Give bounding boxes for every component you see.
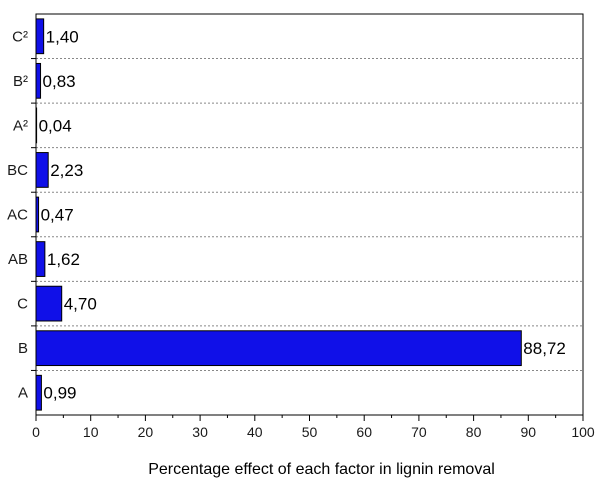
- bar: [35, 241, 46, 277]
- plot-frame: [35, 13, 584, 416]
- value-label: 0,04: [39, 116, 72, 135]
- category-labels: C² B² A² BC AC AB C B A: [7, 28, 28, 401]
- value-label: 88,72: [523, 339, 566, 358]
- category-label: A: [18, 385, 28, 402]
- category-label: C²: [12, 28, 28, 45]
- x-tick-label: 70: [411, 424, 427, 440]
- value-label: 1,62: [47, 250, 80, 269]
- value-labels: 1,40 0,83 0,04 2,23 0,47 1,62 4,70 88,72 0,99: [39, 27, 566, 402]
- value-label: 0,99: [43, 384, 76, 403]
- x-tick-label: 10: [83, 424, 99, 440]
- x-tick-label: 90: [521, 424, 537, 440]
- category-label: B: [18, 340, 28, 357]
- category-label: AB: [8, 251, 28, 268]
- value-label: 4,70: [64, 295, 97, 314]
- bar: [35, 18, 45, 55]
- x-axis-title: Percentage effect of each factor in lign…: [148, 461, 495, 478]
- x-tick-label: 60: [356, 424, 372, 440]
- value-label: 0,47: [41, 206, 74, 225]
- x-tick-label: 40: [247, 424, 263, 440]
- x-tick-label: 100: [571, 424, 595, 440]
- x-tick-label: 50: [302, 424, 318, 440]
- category-label: B²: [13, 73, 28, 90]
- bars: [35, 18, 522, 411]
- value-label: 1,40: [46, 27, 79, 46]
- value-label: 0,83: [43, 72, 76, 91]
- bar: [35, 152, 49, 188]
- category-label: A²: [13, 117, 28, 134]
- category-label: BC: [7, 162, 28, 179]
- grid-lines: [31, 58, 583, 371]
- x-tick-label: 80: [466, 424, 482, 440]
- bar: [35, 62, 42, 99]
- bar: [35, 285, 63, 322]
- x-axis-ticks: 0 10 20 30 40 50 60 70 80 90 100: [32, 415, 595, 440]
- x-tick-label: 30: [192, 424, 208, 440]
- category-label: AC: [7, 207, 28, 224]
- bar: [35, 374, 42, 411]
- value-label: 2,23: [50, 161, 83, 180]
- bar: [35, 330, 522, 367]
- x-tick-label: 0: [32, 424, 40, 440]
- category-label: C: [17, 296, 28, 313]
- x-tick-label: 20: [138, 424, 154, 440]
